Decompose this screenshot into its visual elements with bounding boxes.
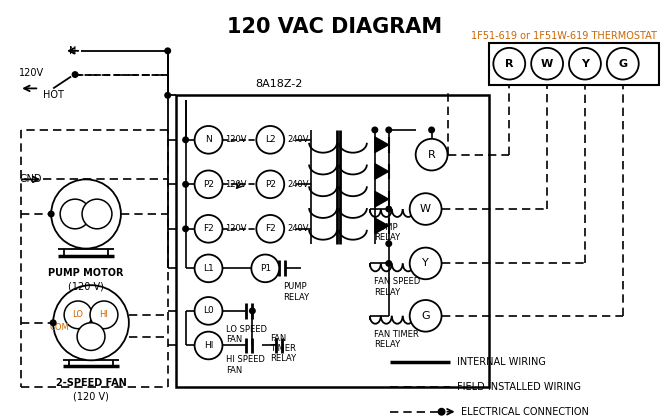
Text: FAN
TIMER
RELAY: FAN TIMER RELAY	[270, 334, 296, 363]
Polygon shape	[375, 163, 389, 179]
Polygon shape	[375, 137, 389, 153]
Text: PUMP
RELAY: PUMP RELAY	[283, 282, 310, 302]
Circle shape	[194, 332, 222, 360]
Text: R: R	[427, 150, 436, 160]
Text: HI SPEED
FAN: HI SPEED FAN	[226, 355, 265, 375]
Text: W: W	[541, 59, 553, 69]
Text: HOT: HOT	[43, 91, 64, 100]
Text: PUMP MOTOR: PUMP MOTOR	[48, 268, 124, 278]
Circle shape	[77, 323, 105, 350]
Circle shape	[493, 48, 525, 80]
Text: N: N	[69, 46, 76, 56]
Text: 120V: 120V	[226, 224, 247, 233]
Text: Y: Y	[581, 59, 589, 69]
Circle shape	[51, 179, 121, 248]
Text: PUMP
RELAY: PUMP RELAY	[374, 223, 400, 242]
Circle shape	[607, 48, 639, 80]
Text: HI: HI	[100, 310, 109, 319]
Circle shape	[385, 127, 392, 133]
Polygon shape	[375, 191, 389, 207]
Circle shape	[257, 215, 284, 243]
Text: 120V: 120V	[226, 135, 247, 144]
Text: 120 VAC DIAGRAM: 120 VAC DIAGRAM	[227, 17, 443, 37]
Circle shape	[72, 71, 78, 78]
Circle shape	[194, 254, 222, 282]
Circle shape	[409, 193, 442, 225]
Circle shape	[194, 171, 222, 198]
Text: 120V: 120V	[19, 67, 44, 78]
Circle shape	[82, 199, 112, 229]
Text: 120V: 120V	[226, 180, 247, 189]
Circle shape	[64, 301, 92, 328]
Circle shape	[428, 127, 435, 133]
Text: 2-SPEED FAN: 2-SPEED FAN	[56, 378, 127, 388]
Circle shape	[182, 181, 189, 188]
Circle shape	[257, 171, 284, 198]
Circle shape	[385, 240, 392, 247]
Text: 240V: 240V	[287, 224, 309, 233]
Text: 240V: 240V	[287, 135, 309, 144]
Circle shape	[409, 248, 442, 279]
Bar	[489, 43, 659, 85]
Text: LO SPEED
FAN: LO SPEED FAN	[226, 325, 267, 344]
Circle shape	[251, 254, 279, 282]
Circle shape	[531, 48, 563, 80]
Circle shape	[164, 92, 171, 99]
Circle shape	[53, 285, 129, 360]
Circle shape	[569, 48, 601, 80]
Circle shape	[194, 215, 222, 243]
Text: P1: P1	[260, 264, 271, 273]
Bar	[176, 96, 489, 387]
Polygon shape	[375, 218, 389, 234]
Text: LO: LO	[72, 310, 84, 319]
Text: FIELD INSTALLED WIRING: FIELD INSTALLED WIRING	[458, 382, 582, 392]
Text: G: G	[421, 311, 430, 321]
Circle shape	[385, 206, 392, 212]
Circle shape	[182, 136, 189, 143]
Text: (120 V): (120 V)	[73, 392, 109, 402]
Circle shape	[182, 225, 189, 232]
Text: N: N	[205, 135, 212, 144]
Text: FAN SPEED
RELAY: FAN SPEED RELAY	[374, 277, 420, 297]
Text: G: G	[618, 59, 627, 69]
Circle shape	[409, 300, 442, 332]
Circle shape	[90, 301, 118, 328]
Circle shape	[371, 127, 379, 133]
Text: F2: F2	[203, 224, 214, 233]
Circle shape	[438, 408, 446, 416]
Circle shape	[385, 260, 392, 267]
Text: (120 V): (120 V)	[68, 281, 104, 291]
Text: 240V: 240V	[287, 180, 309, 189]
Text: GND: GND	[19, 174, 42, 184]
Circle shape	[48, 210, 55, 217]
Circle shape	[164, 47, 171, 54]
Text: F2: F2	[265, 224, 275, 233]
Circle shape	[194, 126, 222, 154]
Circle shape	[257, 126, 284, 154]
Text: INTERNAL WIRING: INTERNAL WIRING	[458, 357, 546, 367]
Text: 1F51-619 or 1F51W-619 THERMOSTAT: 1F51-619 or 1F51W-619 THERMOSTAT	[471, 31, 657, 41]
Text: W: W	[420, 204, 431, 214]
Text: P2: P2	[203, 180, 214, 189]
Text: COM: COM	[49, 323, 69, 332]
Circle shape	[50, 319, 57, 326]
Circle shape	[60, 199, 90, 229]
Text: L0: L0	[203, 306, 214, 316]
Text: L1: L1	[203, 264, 214, 273]
Text: L2: L2	[265, 135, 275, 144]
Text: ELECTRICAL CONNECTION: ELECTRICAL CONNECTION	[462, 407, 590, 417]
Text: R: R	[505, 59, 513, 69]
Circle shape	[415, 139, 448, 171]
Text: FAN TIMER
RELAY: FAN TIMER RELAY	[374, 330, 419, 349]
Circle shape	[194, 297, 222, 325]
Circle shape	[249, 308, 256, 314]
Text: HI: HI	[204, 341, 213, 350]
Text: Y: Y	[422, 259, 429, 269]
Text: 8A18Z-2: 8A18Z-2	[255, 79, 303, 89]
Text: P2: P2	[265, 180, 276, 189]
